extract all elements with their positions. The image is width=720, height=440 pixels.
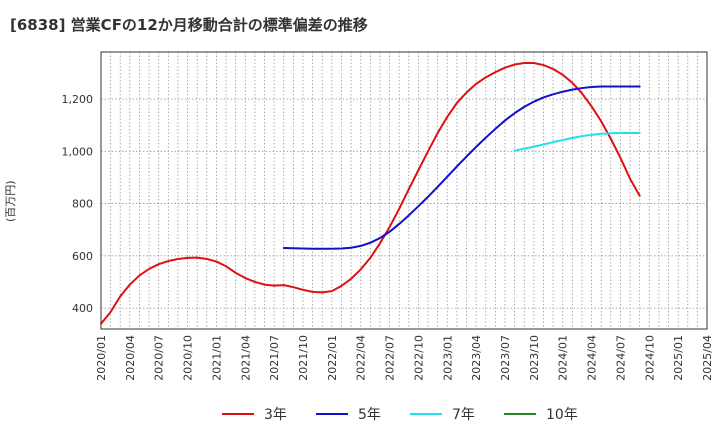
legend-label: 5年 xyxy=(358,407,381,423)
y-tick-label: 600 xyxy=(72,250,93,263)
legend-label: 10年 xyxy=(546,407,578,423)
x-tick-label: 2020/01 xyxy=(95,335,108,381)
series-line-5年 xyxy=(282,85,641,250)
x-tick-label: 2024/10 xyxy=(643,335,656,381)
plot-frame xyxy=(100,51,708,330)
legend-label: 3年 xyxy=(264,407,287,423)
x-tick-label: 2024/01 xyxy=(557,335,570,381)
series-line-3年 xyxy=(100,61,641,325)
plot-area xyxy=(101,52,707,329)
x-tick-label: 2023/04 xyxy=(470,335,483,381)
x-tick-label: 2023/01 xyxy=(441,335,454,381)
x-tick-label: 2022/04 xyxy=(355,335,368,381)
y-tick-label: 800 xyxy=(72,198,93,211)
x-tick-label: 2025/04 xyxy=(701,335,714,381)
x-tick-label: 2025/01 xyxy=(672,335,685,381)
x-tick-label: 2021/10 xyxy=(297,335,310,381)
x-tick-label: 2022/10 xyxy=(412,335,425,381)
x-tick-label: 2022/07 xyxy=(384,335,397,381)
x-tick-label: 2020/10 xyxy=(182,335,195,381)
x-tick-label: 2023/07 xyxy=(499,335,512,381)
x-tick-label: 2023/10 xyxy=(528,335,541,381)
series-line-7年 xyxy=(513,132,641,152)
x-tick-label: 2020/04 xyxy=(124,335,137,381)
legend-label: 7年 xyxy=(452,407,475,423)
x-tick-label: 2024/04 xyxy=(586,335,599,381)
x-tick-label: 2022/01 xyxy=(326,335,339,381)
chart-title: [6838] 営業CFの12か月移動合計の標準偏差の推移 xyxy=(10,16,368,34)
x-tick-label: 2021/07 xyxy=(268,335,281,381)
y-tick-label: 400 xyxy=(72,302,93,315)
y-tick-label: 1,000 xyxy=(62,145,94,158)
y-tick-label: 1,200 xyxy=(62,93,94,106)
x-tick-label: 2021/01 xyxy=(210,335,223,381)
x-tick-label: 2020/07 xyxy=(153,335,166,381)
x-tick-label: 2024/07 xyxy=(614,335,627,381)
x-tick-label: 2021/04 xyxy=(239,335,252,381)
